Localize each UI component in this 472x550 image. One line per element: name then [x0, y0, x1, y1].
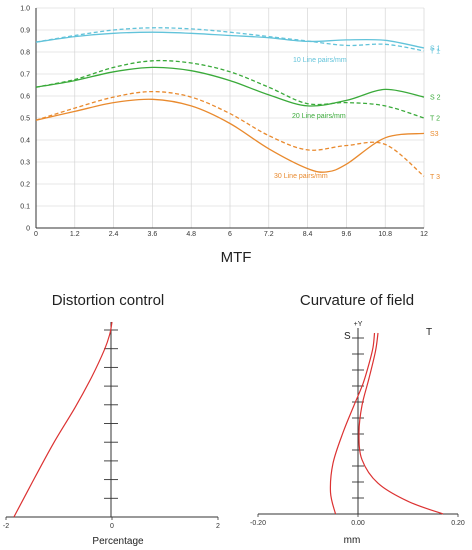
- curvature-x-tick-label: 0.20: [451, 520, 465, 527]
- mtf-y-tick-labels: 0 0.1 0.2 0.3 0.4 0.5 0.6 0.7 0.8 0.9 1.0: [20, 6, 30, 233]
- annotation-10-lp: 10 Line pairs/mm: [293, 57, 347, 64]
- curvature-x-tick-label: -0.20: [250, 520, 266, 527]
- mtf-y-tick-label: 0.5: [20, 116, 30, 123]
- distortion-x-label: Percentage: [92, 536, 144, 547]
- mtf-series-label: S3: [430, 131, 439, 138]
- distortion-x-tick-label: -2: [3, 523, 9, 530]
- distortion-series-group: [13, 321, 113, 518]
- mtf-series-t2: [35, 59, 425, 119]
- mtf-series-s3: [35, 98, 425, 173]
- mtf-series-label: T 2: [430, 116, 440, 123]
- mtf-title: MTF: [221, 249, 252, 266]
- annotation-30-lp: 30 Line pairs/mm: [274, 173, 328, 180]
- distortion-x-tick-labels: -2 0 2: [3, 517, 220, 530]
- mtf-y-tick-label: 0.9: [20, 28, 30, 35]
- mtf-y-tick-label: 0.7: [20, 72, 30, 79]
- distortion-title: Distortion control: [52, 292, 165, 309]
- mtf-series-s1: [35, 31, 425, 49]
- mtf-y-tick-label: 0.1: [20, 204, 30, 211]
- mtf-y-tick-label: 0.3: [20, 160, 30, 167]
- curvature-curve-s: [329, 332, 376, 515]
- series-label-s: S: [344, 331, 351, 342]
- mtf-x-tick-label: 9.6: [342, 231, 352, 238]
- mtf-y-tick-label: 0.8: [20, 50, 30, 57]
- distortion-curve: [13, 321, 113, 518]
- curvature-chart: Curvature of field +Y -0.20 0.00 0.20 mm S…: [250, 292, 465, 546]
- mtf-series-t3: [35, 90, 425, 177]
- curvature-y-ticks: [352, 337, 364, 499]
- mtf-series-label: T 1: [430, 48, 440, 55]
- mtf-x-tick-label: 1.2: [70, 231, 80, 238]
- distortion-x-tick-label: 2: [216, 523, 220, 530]
- mtf-x-tick-label: 3.6: [148, 231, 158, 238]
- mtf-x-tick-label: 4.8: [186, 231, 196, 238]
- mtf-x-tick-label: 8.4: [303, 231, 313, 238]
- curvature-x-tick-label: 0.00: [351, 520, 365, 527]
- mtf-series-labels: S 1T 1 S 2 T 2 S3 T 3: [430, 46, 441, 181]
- mtf-y-tick-label: 0.6: [20, 94, 30, 101]
- distortion-chart: Distortion control -2 0 2 Percentage: [3, 292, 220, 547]
- curvature-curve-t: [358, 332, 444, 515]
- annotation-20-lp: 20 Line pairs/mm: [292, 113, 346, 120]
- series-label-t: T: [426, 327, 432, 338]
- mtf-series-group: [35, 27, 425, 177]
- mtf-y-tick-label: 0: [26, 226, 30, 233]
- mtf-series-s2: [35, 66, 425, 107]
- mtf-chart: 0 1.2 2.4 3.6 4.8 6 7.2 8.4 9.6 10.8 12 0 0.1 0.2 0.3…: [20, 6, 440, 267]
- curvature-x-label: mm: [344, 535, 361, 546]
- mtf-y-tick-label: 0.4: [20, 138, 30, 145]
- curvature-x-tick-labels: -0.20 0.00 0.20: [250, 514, 465, 527]
- curvature-title: Curvature of field: [300, 292, 414, 309]
- mtf-series-t1: [35, 27, 425, 52]
- mtf-x-tick-label: 12: [420, 231, 428, 238]
- mtf-x-tick-labels: 0 1.2 2.4 3.6 4.8 6 7.2 8.4 9.6 10.8 12: [34, 231, 428, 238]
- mtf-y-tick-label: 0.2: [20, 182, 30, 189]
- mtf-series-label: S 1: [430, 46, 441, 53]
- mtf-x-tick-label: 2.4: [109, 231, 119, 238]
- mtf-series-label: T 3: [430, 174, 440, 181]
- mtf-grid: [35, 7, 425, 229]
- curvature-y-label: +Y: [354, 321, 363, 328]
- curvature-series-group: [329, 332, 444, 515]
- mtf-series-label: S 2: [430, 95, 441, 102]
- mtf-y-tick-label: 1.0: [20, 6, 30, 13]
- mtf-x-tick-label: 7.2: [264, 231, 274, 238]
- mtf-x-tick-label: 0: [34, 231, 38, 238]
- mtf-x-tick-label: 10.8: [378, 231, 392, 238]
- distortion-x-tick-label: 0: [110, 523, 114, 530]
- mtf-x-tick-label: 6: [228, 231, 232, 238]
